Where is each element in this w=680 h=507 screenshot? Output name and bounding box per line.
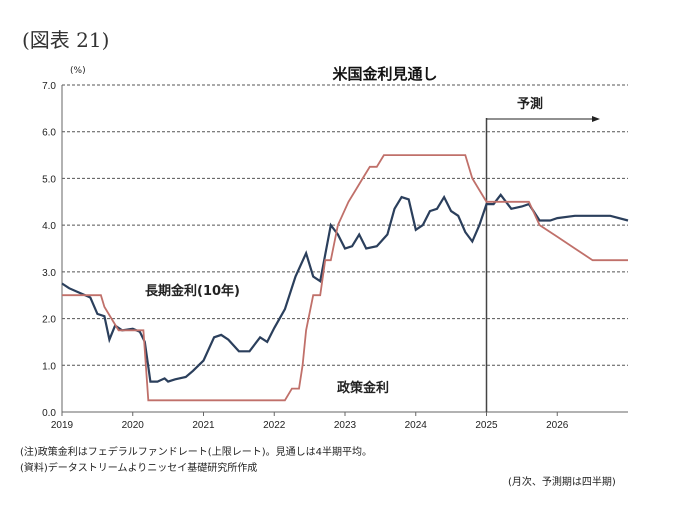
y-axis-unit: (%) xyxy=(70,66,86,76)
note-text: (注)政策金利はフェデラルファンドレート(上限レート)。見通しは4半期平均。 xyxy=(20,447,372,458)
y-tick-label: 5.0 xyxy=(42,174,56,185)
y-tick-label: 3.0 xyxy=(42,268,56,279)
y-tick-label: 7.0 xyxy=(42,81,56,92)
forecast-label: 予測 xyxy=(517,96,543,112)
x-tick-label: 2023 xyxy=(334,420,357,431)
x-tick-label: 2025 xyxy=(475,420,498,431)
series-label-policy-rate: 政策金利 xyxy=(337,380,389,396)
series-line-policy-rate xyxy=(62,154,628,402)
x-tick-label: 2022 xyxy=(263,420,286,431)
x-tick-label: 2021 xyxy=(192,420,215,431)
y-tick-label: 4.0 xyxy=(42,221,56,232)
y-tick-label: 1.0 xyxy=(42,361,56,372)
figure-label: (図表 21) xyxy=(22,28,110,52)
x-tick-label: 2019 xyxy=(51,420,74,431)
x-tick-label: 2024 xyxy=(405,420,428,431)
x-tick-label: 2020 xyxy=(122,420,145,431)
source-text: (資料)データストリームよりニッセイ基礎研究所作成 xyxy=(20,463,258,474)
x-tick-label: 2026 xyxy=(546,420,569,431)
y-tick-label: 0.0 xyxy=(42,408,56,419)
frequency-text: (月次、予測期は四半期) xyxy=(508,477,616,488)
chart-title: 米国金利見通し xyxy=(332,65,438,83)
series-label-10y-yield: 長期金利(10年) xyxy=(145,283,240,299)
y-tick-label: 2.0 xyxy=(42,315,56,326)
y-tick-label: 6.0 xyxy=(42,128,56,139)
arrow-head-icon xyxy=(592,116,600,122)
